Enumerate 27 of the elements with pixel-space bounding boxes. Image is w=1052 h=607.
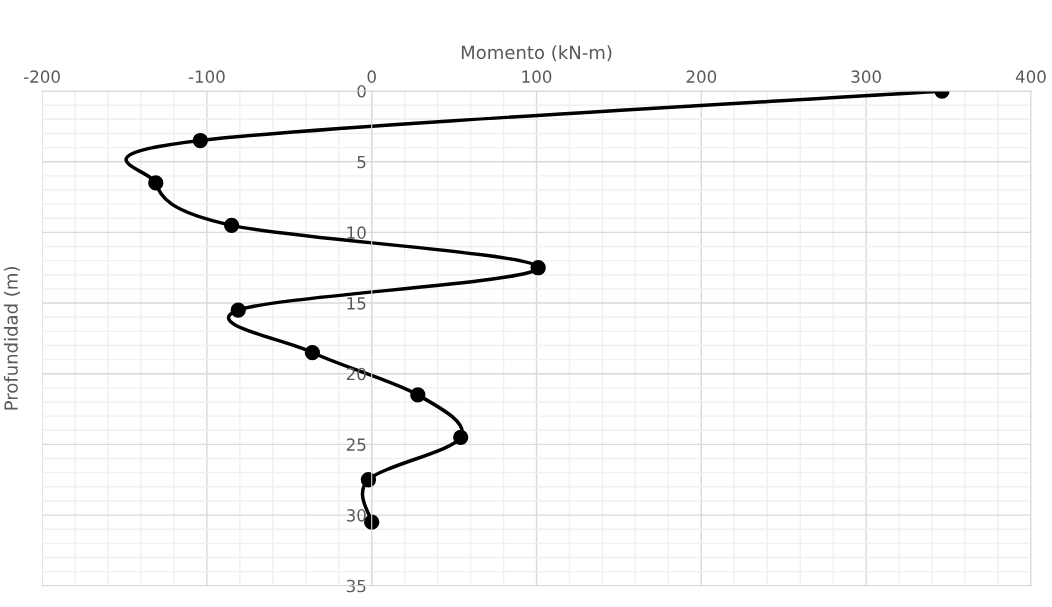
y-axis-title: Profundidad (m)	[3, 267, 20, 410]
point	[192, 132, 208, 149]
y-tick-label: 25	[346, 438, 366, 451]
point	[148, 175, 164, 191]
x-tick-label: -100	[188, 70, 225, 83]
y-tick-label: 35	[346, 579, 366, 593]
x-tick-label: 100	[522, 70, 552, 83]
point	[410, 387, 426, 403]
x-tick-label: 200	[686, 70, 717, 83]
y-tick-label: 5	[357, 155, 366, 169]
y-tick-label: 15	[347, 297, 366, 310]
y-tick-label: 20	[346, 367, 366, 381]
x-tick-label: 400	[1015, 70, 1046, 83]
x-tick-label: -200	[23, 70, 60, 83]
y-tick-label: 10	[347, 226, 366, 239]
y-tick-label: 0	[357, 85, 366, 98]
x-axis-title: Momento (kN-m)	[461, 45, 612, 62]
point	[364, 514, 380, 530]
point	[223, 217, 240, 233]
point	[230, 302, 246, 318]
x-tick-label: 0	[367, 70, 376, 83]
y-tick-label: 30	[346, 509, 366, 522]
x-tick-label: 300	[851, 70, 881, 83]
point	[304, 344, 321, 361]
point	[453, 429, 469, 445]
point	[360, 472, 377, 488]
point	[530, 260, 546, 276]
